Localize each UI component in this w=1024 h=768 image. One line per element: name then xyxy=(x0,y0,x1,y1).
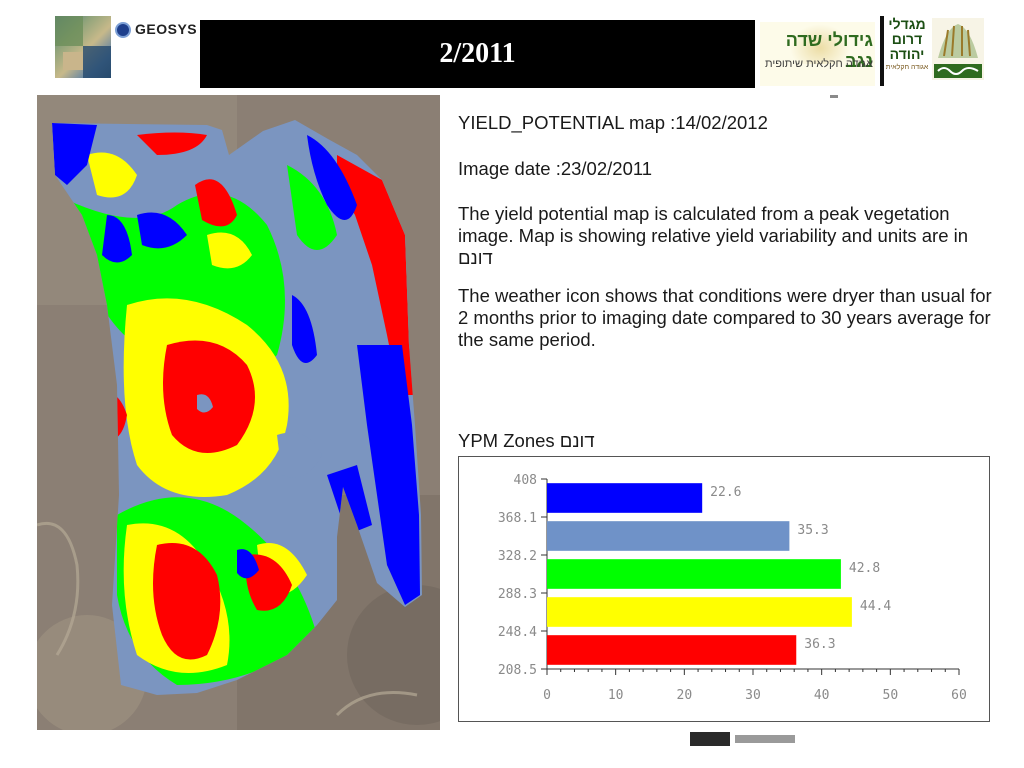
bar-value-label: 44.4 xyxy=(860,599,891,614)
x-tick-label: 50 xyxy=(883,688,899,703)
wheat-icon xyxy=(790,24,850,64)
bar-chart-svg: 408 368.1 328.2 288.3 248.4 208.5 22.6 35.3 42.8… xyxy=(498,473,967,703)
y-tick-label: 208.5 xyxy=(498,663,537,678)
y-tick-label: 248.4 xyxy=(498,625,537,640)
bar xyxy=(547,635,797,665)
wheat-emblem-icon xyxy=(932,18,984,80)
geosys-thumbnail-image xyxy=(55,16,111,78)
logo-name: גידולי שדה נגב xyxy=(785,30,873,71)
geosys-logo-text: GEOSYS xyxy=(135,21,198,37)
ypm-zones-chart: 408 368.1 328.2 288.3 248.4 208.5 22.6 35.3 42.8… xyxy=(458,456,990,722)
slide-title: 2/2011 xyxy=(439,38,516,69)
x-tick-label: 30 xyxy=(745,688,761,703)
logo-name: מגדלי דרום יהודה xyxy=(888,16,926,62)
logo-subtitle: אגודה חקלאית שיתופית xyxy=(764,58,873,70)
geosys-logo: GEOSYS xyxy=(55,16,200,84)
bar xyxy=(547,483,703,513)
header-bar xyxy=(200,20,755,88)
weather-description: The weather icon shows that conditions w… xyxy=(458,285,992,350)
yield-description: The yield potential map is calculated fr… xyxy=(458,203,969,268)
x-tick-label: 0 xyxy=(543,688,551,703)
x-tick-label: 40 xyxy=(814,688,830,703)
image-date: Image date :23/02/2011 xyxy=(458,158,653,179)
y-tick-label: 408 xyxy=(514,473,537,488)
x-tick-label: 60 xyxy=(951,688,967,703)
bar-value-label: 35.3 xyxy=(797,523,828,538)
bar-value-label: 36.3 xyxy=(804,637,835,652)
yield-potential-map[interactable] xyxy=(37,95,440,730)
y-tick-label: 368.1 xyxy=(498,511,537,526)
bar-value-label: 22.6 xyxy=(710,485,741,500)
bar-value-label: 42.8 xyxy=(849,561,880,576)
bar xyxy=(547,521,790,551)
y-tick-label: 288.3 xyxy=(498,587,537,602)
logo-subtitle: אגודה חקלאית xyxy=(885,64,929,71)
map-title: YIELD_POTENTIAL map :14/02/2012 xyxy=(458,112,768,133)
geosys-globe-icon xyxy=(115,22,131,38)
bar xyxy=(547,597,852,627)
field-crops-negev-logo: גידולי שדה נגב אגודה חקלאית שיתופית xyxy=(760,22,875,86)
judean-growers-logo: מגדלי דרום יהודה אגודה חקלאית xyxy=(880,16,989,86)
footer-fragment xyxy=(690,732,835,746)
zones-label: YPM Zones דונם xyxy=(458,430,595,451)
x-tick-label: 20 xyxy=(677,688,693,703)
bar xyxy=(547,559,841,589)
y-tick-label: 328.2 xyxy=(498,549,537,564)
x-tick-label: 10 xyxy=(608,688,624,703)
